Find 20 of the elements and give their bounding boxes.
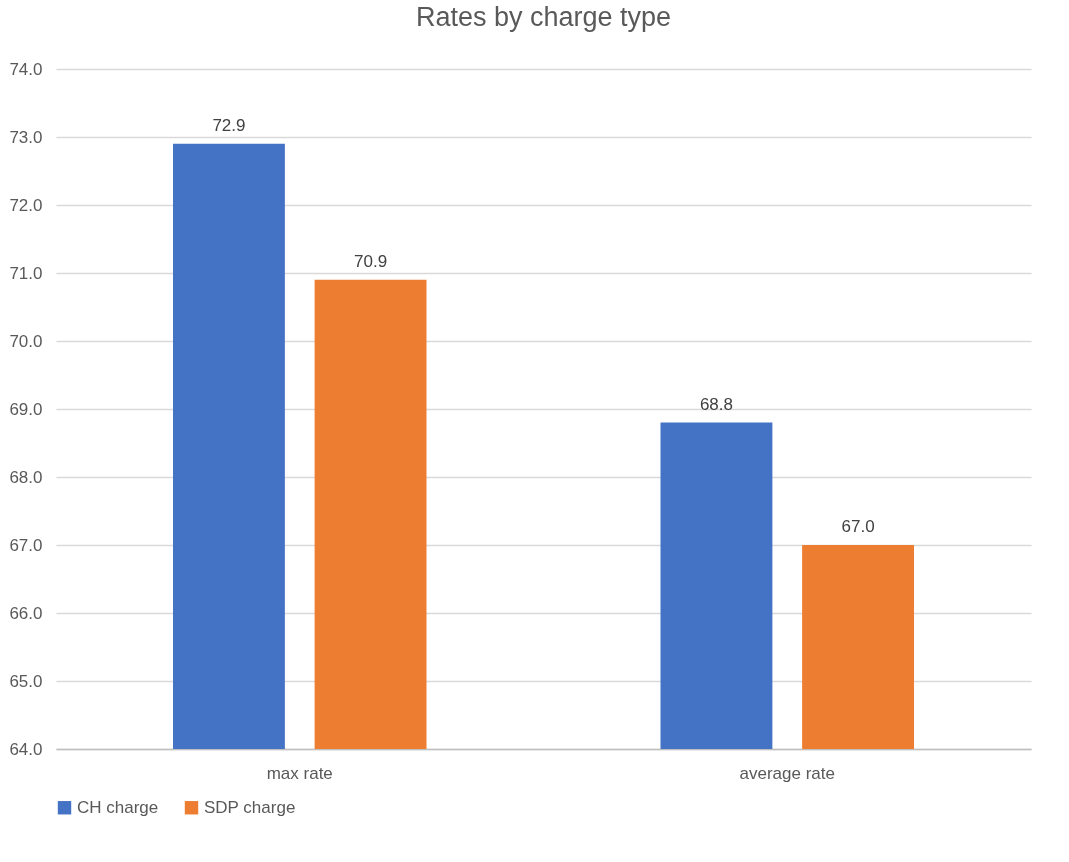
y-tick-label: 65.0 (9, 671, 43, 691)
x-tick-label: max rate (266, 763, 333, 783)
legend-label: SDP charge (204, 797, 296, 817)
y-tick-label: 66.0 (9, 603, 43, 623)
chart-title: Rates by charge type (415, 2, 672, 32)
y-tick-label: 70.0 (9, 331, 43, 351)
data-label: 68.8 (699, 394, 733, 414)
y-tick-label: 72.0 (9, 195, 43, 215)
x-tick-label: average rate (739, 763, 835, 783)
data-label: 70.9 (354, 251, 388, 271)
y-tick-label: 64.0 (9, 739, 43, 759)
y-tick-label: 74.0 (9, 59, 43, 79)
legend-label: CH charge (77, 797, 159, 817)
y-tick-label: 71.0 (9, 263, 43, 283)
y-tick-label: 73.0 (9, 127, 43, 147)
y-tick-label: 68.0 (9, 467, 43, 487)
y-tick-label: 69.0 (9, 399, 43, 419)
data-label: 67.0 (841, 517, 875, 536)
y-tick-label: 67.0 (9, 535, 43, 555)
data-label: 72.9 (212, 115, 246, 135)
